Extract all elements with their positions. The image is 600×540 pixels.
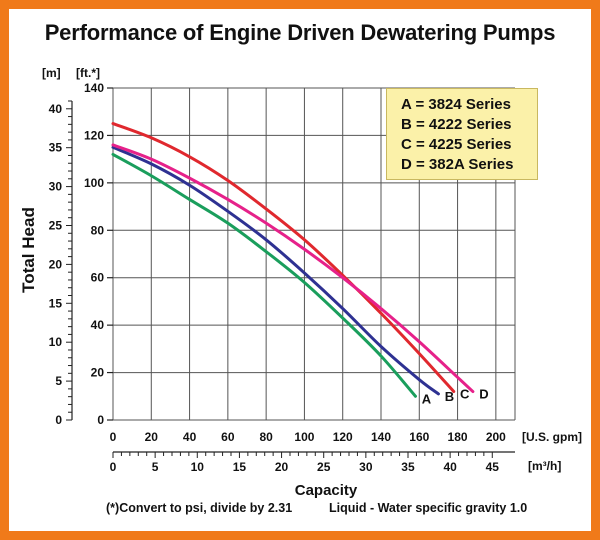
- x-unit-m3h: [m³/h]: [528, 459, 561, 473]
- tick-label-gpm: 40: [183, 430, 197, 444]
- tick-label-gpm: 60: [221, 430, 235, 444]
- tick-label-gpm: 160: [409, 430, 429, 444]
- tick-label-m: 30: [49, 180, 63, 194]
- tick-label-gpm: 120: [333, 430, 353, 444]
- legend-item-d: D = 382A Series: [401, 156, 514, 173]
- tick-label-m3h: 30: [359, 460, 373, 474]
- legend-item-a: A = 3824 Series: [401, 96, 511, 113]
- tick-label-m3h: 25: [317, 460, 331, 474]
- tick-label-ft: 20: [91, 366, 105, 380]
- footnote-left: (*)Convert to psi, divide by 2.31: [106, 501, 292, 515]
- y-axis-label: Total Head: [19, 207, 38, 293]
- x-unit-gpm: [U.S. gpm]: [522, 430, 582, 444]
- tick-label-m3h: 40: [443, 460, 457, 474]
- tick-label-ft: 80: [91, 223, 105, 237]
- y-unit-ft: [ft.*]: [76, 66, 100, 80]
- x-axis-label: Capacity: [295, 482, 358, 499]
- tick-label-gpm: 200: [486, 430, 506, 444]
- tick-label-gpm: 140: [371, 430, 391, 444]
- footnote-right: Liquid - Water specific gravity 1.0: [329, 501, 527, 515]
- series-line-d: [111, 143, 475, 394]
- tick-label-m3h: 5: [152, 460, 159, 474]
- tick-label-m3h: 10: [191, 460, 205, 474]
- tick-label-m: 5: [55, 374, 62, 388]
- tick-label-m: 15: [49, 296, 63, 310]
- tick-label-gpm: 0: [110, 430, 117, 444]
- tick-label-m: 0: [55, 413, 62, 427]
- tick-label-m: 25: [49, 218, 63, 232]
- series-end-label-b: B: [445, 389, 454, 404]
- legend-item-b: B = 4222 Series: [401, 116, 512, 133]
- tick-label-ft: 60: [91, 271, 105, 285]
- legend-item-c: C = 4225 Series: [401, 136, 512, 153]
- series-end-label-a: A: [422, 391, 432, 406]
- tick-label-ft: 120: [84, 128, 104, 142]
- y-unit-m: [m]: [42, 66, 61, 80]
- series-end-label-d: D: [479, 387, 488, 402]
- tick-label-m3h: 45: [486, 460, 500, 474]
- chart-title: Performance of Engine Driven Dewatering …: [44, 20, 556, 45]
- tick-label-ft: 0: [97, 413, 104, 427]
- tick-label-gpm: 80: [259, 430, 273, 444]
- tick-label-m3h: 0: [110, 460, 117, 474]
- series-line-a: [111, 152, 417, 398]
- tick-label-m3h: 35: [401, 460, 415, 474]
- tick-label-gpm: 100: [294, 430, 314, 444]
- tick-label-m: 40: [49, 102, 63, 116]
- legend-box: A = 3824 Series B = 4222 Series C = 4225…: [386, 88, 538, 180]
- tick-label-ft: 40: [91, 318, 105, 332]
- tick-label-m3h: 20: [275, 460, 289, 474]
- tick-label-m: 20: [49, 257, 63, 271]
- tick-label-m: 35: [49, 141, 63, 155]
- tick-label-gpm: 20: [145, 430, 159, 444]
- tick-label-ft: 100: [84, 176, 104, 190]
- tick-label-gpm: 180: [448, 430, 468, 444]
- tick-label-ft: 140: [84, 81, 104, 95]
- series-end-label-c: C: [460, 387, 470, 402]
- axis-labels: Total Head [m] [ft.*] [U.S. gpm] [m³/h] …: [19, 66, 582, 515]
- series-line-b: [111, 145, 440, 396]
- tick-label-m3h: 15: [233, 460, 247, 474]
- series-line-c: [111, 122, 456, 394]
- tick-label-m: 10: [49, 335, 63, 349]
